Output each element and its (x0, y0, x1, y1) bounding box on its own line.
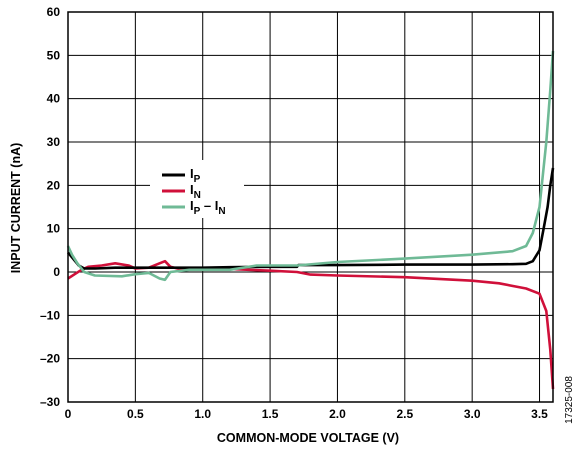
y-tick-label: –30 (40, 395, 60, 409)
y-tick-label: 10 (47, 222, 61, 236)
y-tick-label: –20 (40, 352, 60, 366)
y-tick-label: 0 (53, 265, 60, 279)
figure-id: 17325-008 (564, 376, 575, 424)
y-tick-label: 60 (47, 5, 61, 19)
x-tick-label: 0.5 (127, 407, 144, 421)
x-tick-label: 3.5 (531, 407, 548, 421)
legend: IP IN IP – IN (150, 160, 244, 218)
x-axis-title: COMMON-MODE VOLTAGE (V) (217, 431, 399, 445)
x-tick-label: 2.5 (396, 407, 413, 421)
y-tick-label: 20 (47, 178, 61, 192)
y-axis-title: INPUT CURRENT (nA) (9, 143, 23, 274)
x-tick-label: 2.0 (329, 407, 346, 421)
y-tick-label: 50 (47, 48, 61, 62)
x-tick-label: 1.5 (262, 407, 279, 421)
x-tick-label: 1.0 (194, 407, 211, 421)
y-tick-label: 30 (47, 135, 61, 149)
y-tick-label: 40 (47, 92, 61, 106)
y-tick-label: –10 (40, 308, 60, 322)
x-tick-label: 3.0 (464, 407, 481, 421)
x-tick-label: 0 (65, 407, 72, 421)
